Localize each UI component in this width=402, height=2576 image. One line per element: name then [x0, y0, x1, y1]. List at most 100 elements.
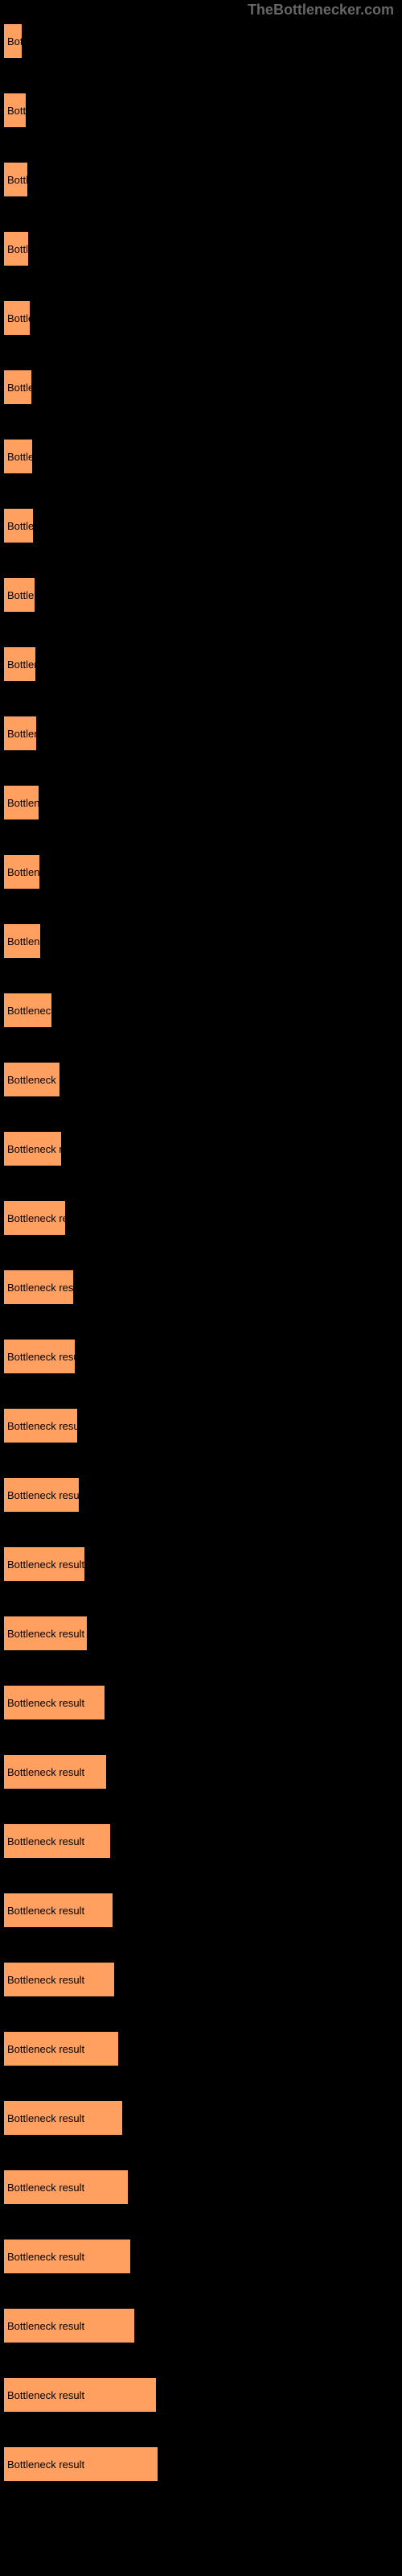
bar-label: Bottleneck result — [7, 658, 35, 671]
bar-label: Bottleneck result — [7, 1420, 77, 1432]
bar-row: Bottleneck result — [4, 716, 398, 750]
bar: Bottleneck result — [4, 509, 33, 543]
bar: Bottleneck result — [4, 2378, 156, 2412]
bar-row: Bottleneck result — [4, 786, 398, 819]
bar: Bottleneck result — [4, 2447, 158, 2481]
bar: Bottleneck result — [4, 1478, 79, 1512]
bar-row: Bottleneck result — [4, 1616, 398, 1650]
bar-label: Bottleneck result — [7, 589, 35, 601]
watermark-text: TheBottlenecker.com — [248, 2, 394, 19]
bar-label: Bottleneck result — [7, 2043, 84, 2055]
bar-label: Bottleneck result — [7, 1489, 79, 1501]
bar-row: Bottleneck result — [4, 24, 398, 58]
bar-label: Bottleneck result — [7, 1143, 61, 1155]
bar: Bottleneck result — [4, 24, 22, 58]
bar-row: Bottleneck result — [4, 2170, 398, 2204]
bar-label: Bottleneck result — [7, 2458, 84, 2471]
bar-label: Bottleneck result — [7, 1282, 73, 1294]
bar: Bottleneck result — [4, 1755, 106, 1789]
bar-row: Bottleneck result — [4, 1893, 398, 1927]
bar: Bottleneck result — [4, 440, 32, 473]
bar-label: Bottleneck result — [7, 2112, 84, 2124]
bar: Bottleneck result — [4, 924, 40, 958]
bar: Bottleneck result — [4, 647, 35, 681]
bar-row: Bottleneck result — [4, 1201, 398, 1235]
bar-row: Bottleneck result — [4, 1340, 398, 1373]
bar-row: Bottleneck result — [4, 2101, 398, 2135]
bar-label: Bottleneck result — [7, 1351, 75, 1363]
bar: Bottleneck result — [4, 301, 30, 335]
bar: Bottleneck result — [4, 2101, 122, 2135]
bar-label: Bottleneck result — [7, 728, 36, 740]
bar: Bottleneck result — [4, 1824, 110, 1858]
bar: Bottleneck result — [4, 370, 31, 404]
bar: Bottleneck result — [4, 855, 39, 889]
bar-row: Bottleneck result — [4, 301, 398, 335]
bar-label: Bottleneck result — [7, 2182, 84, 2194]
bar-row: Bottleneck result — [4, 2032, 398, 2066]
bar-label: Bottleneck result — [7, 1905, 84, 1917]
bar-label: Bottleneck result — [7, 935, 40, 947]
bar-row: Bottleneck result — [4, 163, 398, 196]
bar-row: Bottleneck result — [4, 1132, 398, 1166]
bar-row: Bottleneck result — [4, 440, 398, 473]
bar-label: Bottleneck result — [7, 1766, 84, 1778]
bar-label: Bottleneck result — [7, 2251, 84, 2263]
bar-label: Bottleneck result — [7, 451, 32, 463]
bar-row: Bottleneck result — [4, 370, 398, 404]
bar-label: Bottleneck result — [7, 1558, 84, 1571]
bar-row: Bottleneck result — [4, 93, 398, 127]
bar-label: Bottleneck result — [7, 1974, 84, 1986]
bar-label: Bottleneck result — [7, 520, 33, 532]
bar: Bottleneck result — [4, 1963, 114, 1996]
bar-label: Bottleneck result — [7, 1697, 84, 1709]
bar-row: Bottleneck result — [4, 993, 398, 1027]
bar-row: Bottleneck result — [4, 1686, 398, 1719]
bar-label: Bottleneck result — [7, 866, 39, 878]
bar-row: Bottleneck result — [4, 578, 398, 612]
bar-label: Bottleneck result — [7, 382, 31, 394]
bar: Bottleneck result — [4, 2032, 118, 2066]
bar-label: Bottleneck result — [7, 1212, 65, 1224]
bar-row: Bottleneck result — [4, 2240, 398, 2273]
bar-row: Bottleneck result — [4, 647, 398, 681]
bar-label: Bottleneck result — [7, 105, 26, 117]
bar-row: Bottleneck result — [4, 1270, 398, 1304]
bar: Bottleneck result — [4, 163, 27, 196]
bar: Bottleneck result — [4, 1686, 105, 1719]
bar-label: Bottleneck result — [7, 2389, 84, 2401]
bar-label: Bottleneck result — [7, 1628, 84, 1640]
bar-row: Bottleneck result — [4, 2309, 398, 2343]
bar: Bottleneck result — [4, 716, 36, 750]
bar: Bottleneck result — [4, 2309, 134, 2343]
bar-label: Bottleneck result — [7, 797, 39, 809]
bar: Bottleneck result — [4, 1616, 87, 1650]
bar-row: Bottleneck result — [4, 1409, 398, 1443]
bar: Bottleneck result — [4, 786, 39, 819]
bar: Bottleneck result — [4, 1132, 61, 1166]
bar-label: Bottleneck result — [7, 2320, 84, 2332]
bar-row: Bottleneck result — [4, 1547, 398, 1581]
bar: Bottleneck result — [4, 1340, 75, 1373]
bar-label: Bottleneck result — [7, 1835, 84, 1847]
bar-row: Bottleneck result — [4, 2447, 398, 2481]
bar-label: Bottleneck result — [7, 243, 28, 255]
bar-row: Bottleneck result — [4, 924, 398, 958]
bar-row: Bottleneck result — [4, 855, 398, 889]
bar: Bottleneck result — [4, 993, 51, 1027]
bar-row: Bottleneck result — [4, 2378, 398, 2412]
bar-label: Bottleneck result — [7, 1005, 51, 1017]
bar: Bottleneck result — [4, 1270, 73, 1304]
bar-row: Bottleneck result — [4, 509, 398, 543]
bar: Bottleneck result — [4, 93, 26, 127]
bar-row: Bottleneck result — [4, 1478, 398, 1512]
bar: Bottleneck result — [4, 2170, 128, 2204]
bar-row: Bottleneck result — [4, 1755, 398, 1789]
bar: Bottleneck result — [4, 1547, 84, 1581]
bar-label: Bottleneck result — [7, 312, 30, 324]
bar-row: Bottleneck result — [4, 1963, 398, 1996]
bar-row: Bottleneck result — [4, 232, 398, 266]
bar: Bottleneck result — [4, 1893, 113, 1927]
bar: Bottleneck result — [4, 232, 28, 266]
bar-label: Bottleneck result — [7, 1074, 59, 1086]
